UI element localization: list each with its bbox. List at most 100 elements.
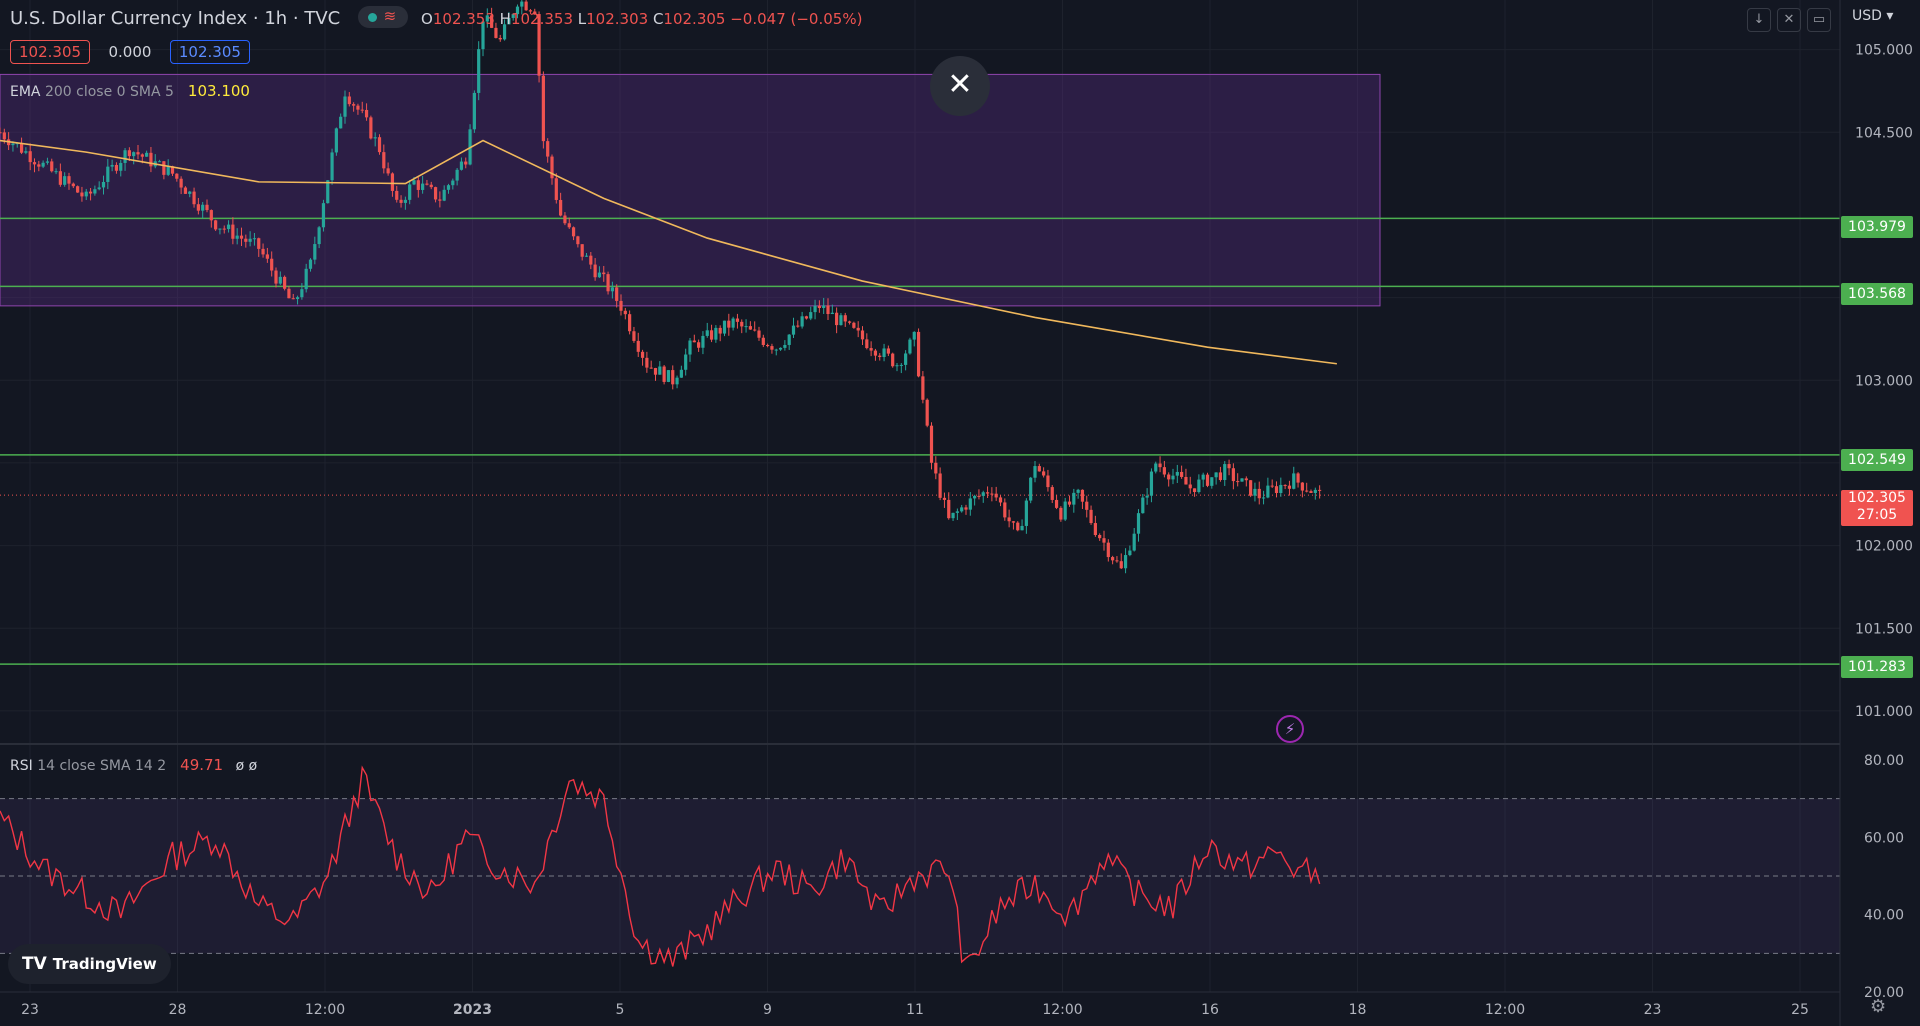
candle-body-305: [1313, 489, 1317, 493]
candle-body-249: [1072, 492, 1076, 505]
candle-body-151: [649, 367, 653, 369]
countdown: 27:05: [1856, 507, 1898, 523]
level-label-4[interactable]: 101.283: [1841, 656, 1913, 678]
flash-icon[interactable]: ⚡: [1276, 715, 1304, 743]
candle-body-260: [1119, 561, 1123, 569]
y-tick-label-6: 101.500: [1855, 621, 1913, 637]
rsi-y-tick-label-2: 40.00: [1864, 908, 1904, 924]
candle-body-244: [1050, 487, 1054, 500]
candle-body-160: [688, 340, 692, 355]
candle-body-37: [157, 161, 162, 163]
candle-body-177: [761, 337, 765, 345]
candle-body-226: [973, 495, 977, 499]
wave-icon: ≋: [383, 7, 397, 25]
candle-body-47: [201, 204, 205, 211]
candle-body-103: [442, 189, 446, 201]
tv-logo-icon: TV: [22, 954, 47, 974]
candle-body-91: [390, 173, 395, 191]
candle-body-178: [766, 344, 770, 347]
currency-selector[interactable]: USD ▾: [1852, 8, 1894, 24]
candle-body-186: [800, 316, 804, 327]
candle-body-124: [533, 11, 537, 15]
bid-tag[interactable]: 102.305: [10, 40, 91, 64]
tradingview-logo[interactable]: TV TradingView: [8, 944, 171, 984]
candle-body-182: [783, 344, 787, 348]
candle-body-26: [110, 164, 114, 167]
candle-body-28: [119, 162, 123, 171]
candle-body-129: [554, 178, 558, 200]
ema-legend[interactable]: EMA 200 close 0 SMA 5 103.100: [10, 82, 250, 100]
candle-body-153: [658, 366, 662, 375]
arrow-down-icon[interactable]: ↓: [1747, 8, 1771, 32]
candle-body-205: [882, 348, 886, 357]
candle-body-274: [1180, 471, 1184, 477]
candle-body-135: [580, 244, 584, 257]
candle-body-281: [1210, 477, 1214, 486]
ask-tag[interactable]: 102.305: [169, 40, 250, 64]
candle-body-48: [205, 204, 209, 211]
candle-body-198: [852, 322, 856, 328]
candle-body-275: [1184, 476, 1188, 485]
candle-body-74: [317, 227, 321, 245]
candle-body-57: [244, 238, 248, 242]
level-label-3[interactable]: 102.549: [1841, 449, 1913, 471]
market-status[interactable]: ≋: [357, 6, 408, 28]
candle-body-56: [239, 235, 244, 239]
candle-body-306: [1318, 489, 1322, 491]
gear-icon[interactable]: ⚙: [1870, 996, 1887, 1017]
candle-body-232: [998, 497, 1003, 503]
candle-body-141: [606, 274, 610, 292]
candle-body-273: [1175, 471, 1179, 476]
candle-body-134: [576, 236, 580, 245]
candle-body-215: [925, 399, 929, 426]
candle-body-189: [813, 305, 817, 313]
ohlc-values: O102.353 H102.353 L102.303 C102.305 −0.0…: [421, 10, 863, 28]
candle-body-286: [1231, 468, 1235, 482]
candle-body-80: [343, 96, 347, 117]
candle-body-202: [869, 348, 873, 351]
candle-body-239: [1029, 477, 1033, 501]
level-label-1[interactable]: 103.979: [1841, 216, 1913, 238]
candle-body-236: [1016, 522, 1020, 531]
x-tick-label-1: 28: [169, 1002, 187, 1018]
candle-body-29: [123, 150, 127, 163]
candle-body-271: [1167, 474, 1171, 480]
current-price-label[interactable]: 102.305 27:05: [1841, 490, 1913, 526]
candle-body-297: [1279, 484, 1283, 493]
candle-body-266: [1145, 495, 1149, 498]
candle-body-71: [304, 268, 308, 290]
spread-tag: 0.000: [108, 43, 152, 61]
candle-body-259: [1115, 560, 1119, 562]
candle-body-63: [270, 258, 274, 271]
candle-body-18: [76, 186, 80, 193]
candle-body-261: [1123, 555, 1128, 569]
x-tick-label-2: 12:00: [305, 1002, 345, 1018]
candle-body-144: [619, 300, 623, 311]
candle-body-278: [1197, 479, 1201, 492]
candle-body-34: [145, 152, 149, 157]
candle-body-231: [994, 493, 998, 498]
collapse-icon[interactable]: ✕: [1777, 8, 1801, 32]
candle-body-143: [615, 287, 619, 301]
candle-body-110: [472, 92, 476, 130]
level-label-2[interactable]: 103.568: [1841, 283, 1913, 305]
candle-body-225: [968, 498, 972, 510]
candle-body-113: [485, 15, 489, 22]
restore-icon[interactable]: ▭: [1807, 8, 1831, 32]
chart-title[interactable]: U.S. Dollar Currency Index · 1h · TVC: [10, 8, 341, 29]
candle-body-93: [399, 199, 403, 203]
x-axis-ticks: 23 28 12:00 2023 5 9 11 12:00 16 18 12:00 23 25: [21, 1002, 1809, 1018]
rsi-legend[interactable]: RSI 14 close SMA 14 2 49.71 ø ø: [10, 756, 258, 774]
candle-body-24: [101, 181, 106, 188]
candle-body-33: [140, 154, 144, 157]
candle-body-76: [326, 180, 330, 204]
bid-ask-tags: 102.305 0.000 102.305: [10, 40, 256, 64]
candle-body-78: [334, 128, 338, 153]
candle-body-86: [369, 117, 373, 139]
candle-body-139: [597, 272, 602, 278]
candle-body-122: [524, 1, 528, 11]
candle-body-301: [1296, 473, 1300, 483]
close-icon[interactable]: ✕: [930, 56, 990, 116]
candle-body-10: [41, 162, 45, 167]
